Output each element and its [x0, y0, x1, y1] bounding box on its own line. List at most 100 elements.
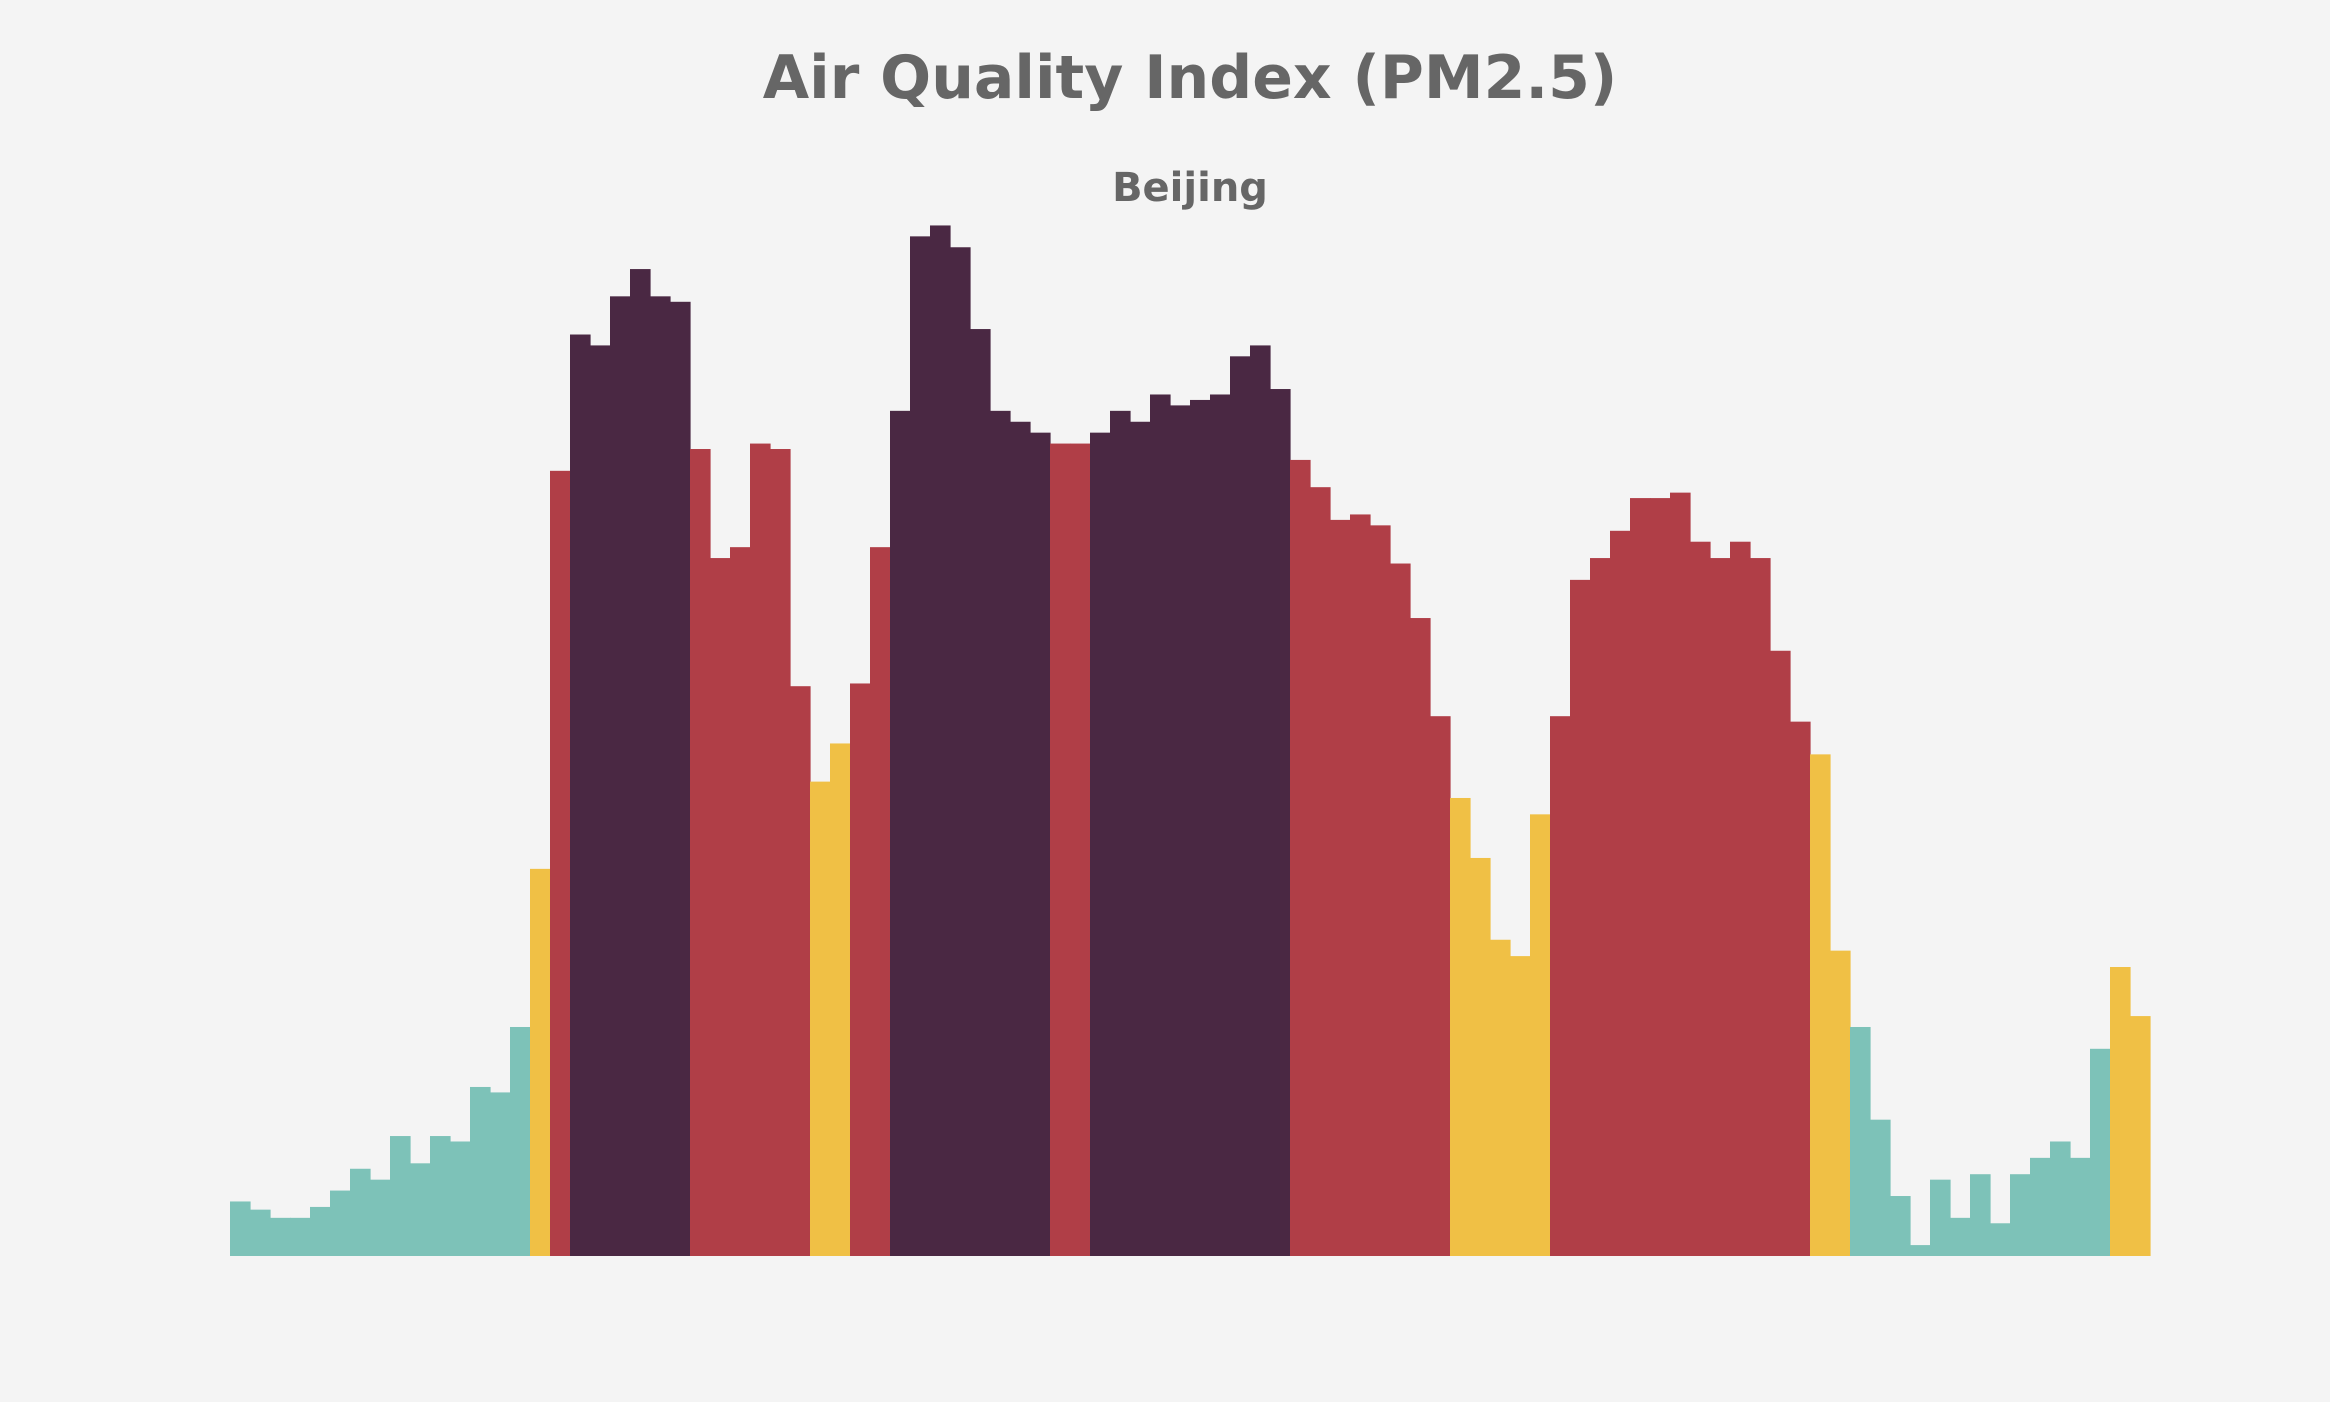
bar [330, 1190, 351, 1256]
bar [1450, 797, 1471, 1256]
bar [1570, 579, 1591, 1256]
bar [1610, 530, 1631, 1256]
bar [1150, 394, 1171, 1257]
bar [1650, 498, 1671, 1257]
bar [1530, 814, 1551, 1256]
bar [730, 547, 751, 1256]
bar [1770, 650, 1791, 1256]
bar [1010, 421, 1031, 1256]
bar [1330, 519, 1351, 1256]
bar [1210, 394, 1231, 1257]
bar [2050, 1141, 2071, 1256]
bar [310, 1206, 331, 1256]
bar [790, 686, 811, 1256]
bar [550, 470, 571, 1256]
bar [2110, 967, 2131, 1256]
bar [230, 1201, 251, 1256]
bar [1190, 399, 1211, 1256]
bar [2090, 1048, 2111, 1256]
bar [870, 547, 891, 1256]
bar [1170, 405, 1191, 1256]
bar [630, 269, 651, 1256]
bar [1990, 1223, 2011, 1256]
bar [1070, 443, 1091, 1256]
bar [1270, 389, 1291, 1256]
bar [350, 1168, 371, 1256]
bar [1090, 432, 1111, 1256]
bar [910, 236, 931, 1257]
bar [1390, 563, 1411, 1256]
bar [470, 1086, 491, 1256]
bar [710, 558, 731, 1256]
bar [1030, 432, 1051, 1256]
bar [410, 1163, 431, 1256]
bar [2070, 1157, 2091, 1256]
bar [1430, 716, 1451, 1256]
bar [1470, 857, 1491, 1256]
bar [510, 1026, 531, 1256]
bar [1410, 618, 1431, 1256]
bar [610, 296, 631, 1257]
bar [690, 449, 711, 1256]
bar [1490, 939, 1511, 1256]
bar [1910, 1245, 1931, 1256]
bar [990, 410, 1011, 1257]
bar [530, 868, 551, 1256]
bar [970, 329, 991, 1256]
bar [1790, 721, 1811, 1256]
bar [670, 301, 691, 1256]
bar [1670, 492, 1691, 1256]
bar [1730, 541, 1751, 1256]
bar [1350, 514, 1371, 1256]
bar [1050, 443, 1071, 1256]
bar [890, 410, 911, 1257]
bar [1230, 356, 1251, 1256]
bar [1510, 956, 1531, 1256]
bar [1310, 487, 1331, 1256]
chart-subtitle: Beijing [1112, 165, 1268, 211]
bar [1110, 410, 1131, 1257]
bar [750, 443, 771, 1256]
bar [1590, 558, 1611, 1256]
bar [1930, 1179, 1951, 1256]
bar [2030, 1157, 2051, 1256]
bar [1950, 1217, 1971, 1256]
bar [1810, 754, 1831, 1256]
bar [950, 247, 971, 1256]
bar [1630, 498, 1651, 1257]
bar [1370, 525, 1391, 1256]
bar [2010, 1174, 2031, 1256]
bar [1290, 459, 1311, 1256]
bar [650, 296, 671, 1257]
bar [1690, 541, 1711, 1256]
bar [770, 449, 791, 1256]
bar [1970, 1174, 1991, 1256]
bar [810, 781, 831, 1256]
bar [450, 1141, 471, 1256]
bar [390, 1136, 411, 1256]
bar [1870, 1119, 1891, 1256]
bar [830, 743, 851, 1256]
bar [430, 1136, 451, 1256]
bar [930, 225, 951, 1257]
bar [1710, 558, 1731, 1256]
bar [1250, 345, 1271, 1256]
bar [370, 1179, 391, 1256]
bar [1830, 950, 1851, 1256]
bars-group [230, 225, 2151, 1257]
bar [290, 1217, 311, 1256]
bar [1850, 1026, 1871, 1256]
bar [1890, 1196, 1911, 1256]
bar [1750, 558, 1771, 1256]
bar [850, 683, 871, 1256]
bar [570, 334, 591, 1256]
bar [590, 345, 611, 1256]
bar [490, 1092, 511, 1256]
bar [2130, 1016, 2151, 1256]
bar [1130, 421, 1151, 1256]
chart-title: Air Quality Index (PM2.5) [763, 43, 1618, 113]
bar [1550, 716, 1571, 1256]
bar [270, 1217, 291, 1256]
bar [250, 1209, 271, 1256]
